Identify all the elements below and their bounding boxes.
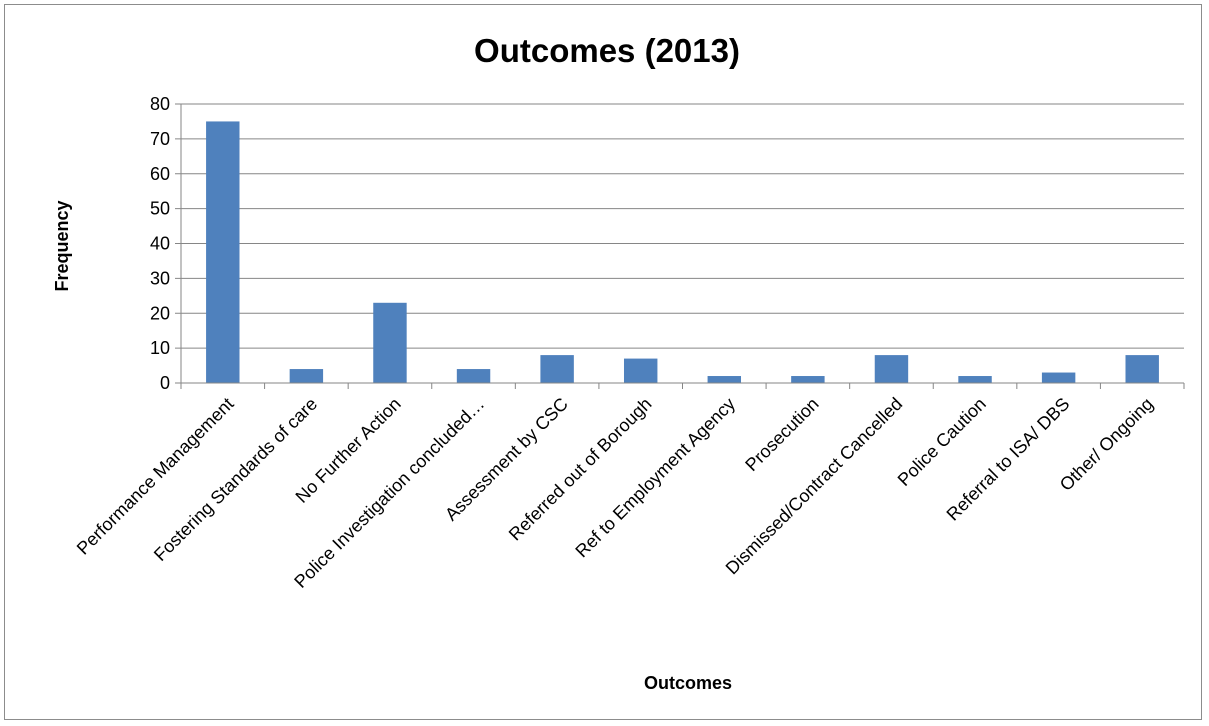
bar: [1041, 372, 1076, 383]
bar: [373, 302, 407, 383]
chart-frame: [4, 4, 1202, 720]
x-tick-label: Prosecution: [741, 394, 822, 475]
bar: [289, 369, 324, 383]
chart-title: Outcomes (2013): [474, 32, 740, 69]
y-tick-label: 10: [150, 338, 170, 358]
bar: [707, 376, 742, 383]
y-tick-label: 70: [150, 129, 170, 149]
y-tick-label: 80: [150, 94, 170, 114]
x-tick-label: Performance Management: [73, 394, 238, 559]
bar: [791, 376, 825, 383]
bar: [874, 355, 909, 383]
x-tick-label: Ref to Employment Agency: [571, 394, 739, 562]
x-tick-label: Referred out of Borough: [505, 394, 656, 545]
y-axis-title: Frequency: [52, 200, 72, 291]
bar: [456, 369, 491, 383]
x-tick-label: Fostering Standards of care: [150, 394, 321, 565]
x-tick-label: Police Caution: [894, 394, 990, 490]
bar: [206, 121, 240, 383]
bar: [540, 355, 574, 383]
y-tick-label: 40: [150, 234, 170, 254]
y-tick-label: 0: [160, 373, 170, 393]
y-tick-label: 60: [150, 164, 170, 184]
y-tick-label: 50: [150, 199, 170, 219]
bar: [1125, 355, 1159, 383]
y-tick-label: 20: [150, 303, 170, 323]
bar: [958, 376, 992, 383]
x-axis-title: Outcomes: [644, 673, 732, 693]
axes: 0 10 20 30 40 50 60 70 80: [150, 94, 1185, 393]
y-tick-label: 30: [150, 268, 170, 288]
bars: [206, 121, 1159, 383]
gridlines: [181, 103, 1184, 349]
bar: [623, 358, 658, 383]
x-tick-label: Dismissed/Contract Cancelled: [722, 394, 907, 579]
